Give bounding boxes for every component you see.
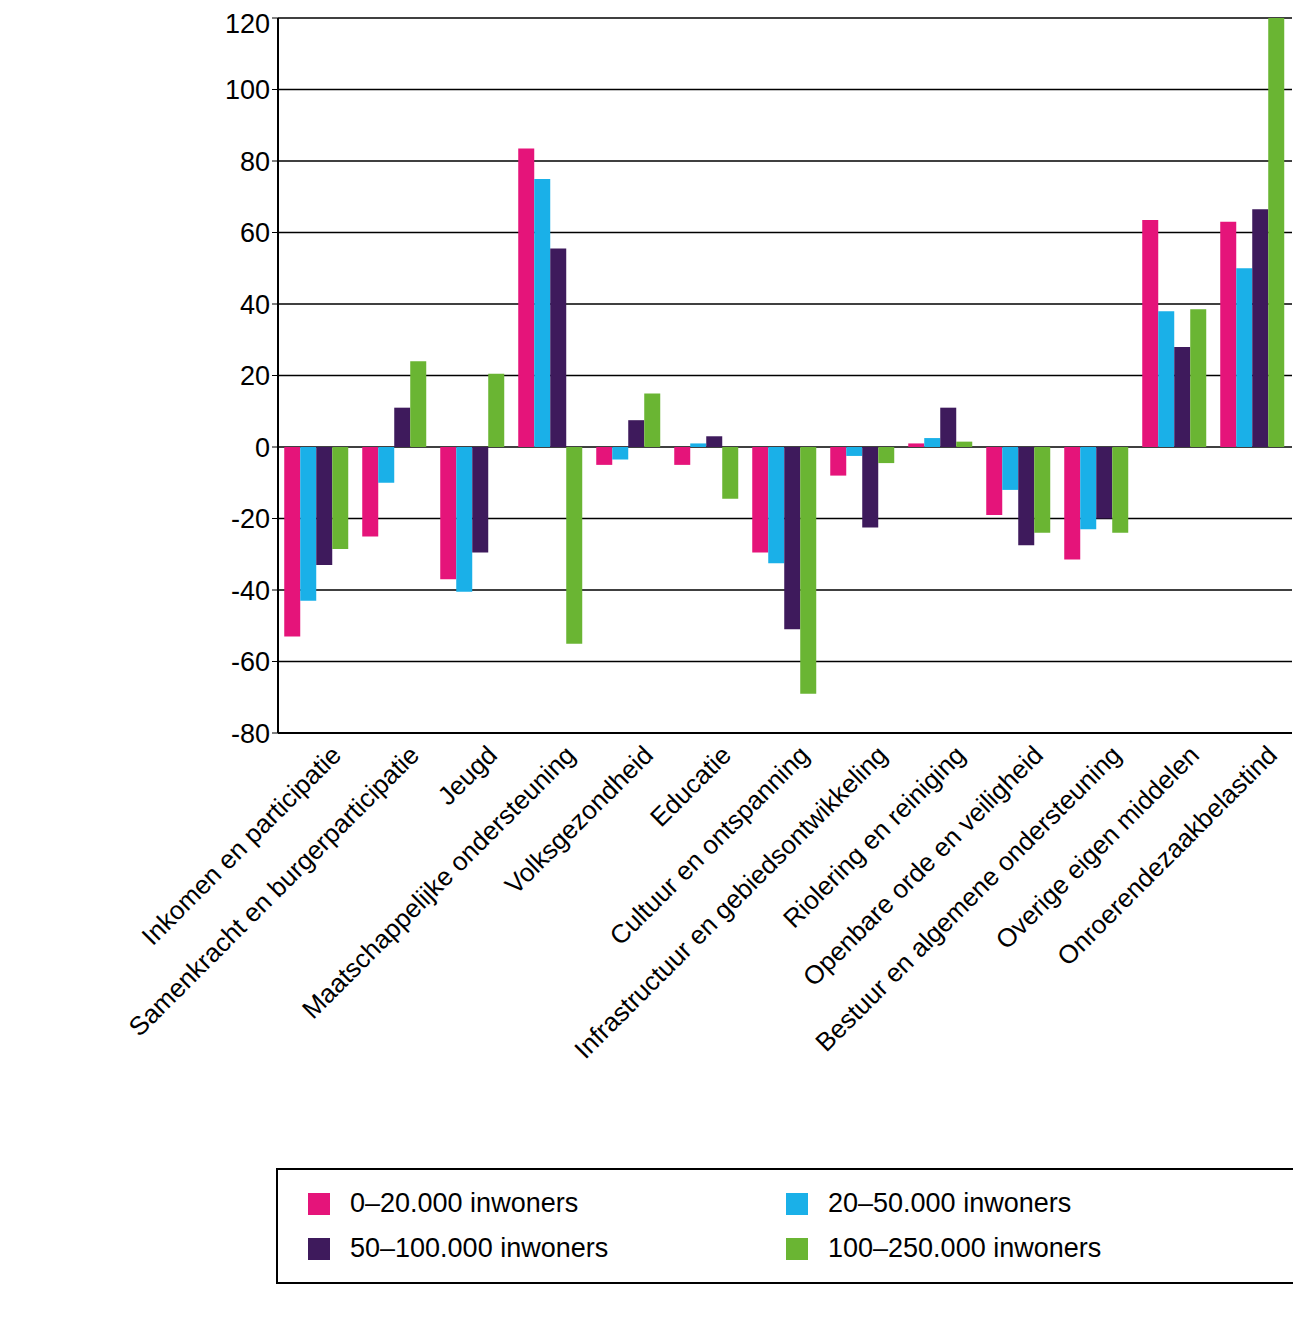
- svg-text:Openbare orde en veiligheid: Openbare orde en veiligheid: [796, 739, 1049, 992]
- svg-text:Volksgezondheid: Volksgezondheid: [499, 740, 659, 900]
- html-text:50–100.000 inwoners: 50–100.000 inwoners: [350, 1233, 609, 1263]
- svg-text:Cultuur en ontspanning: Cultuur en ontspanning: [603, 739, 815, 951]
- svg-text:Maatschappelijke ondersteuning: Maatschappelijke ondersteuning: [296, 740, 581, 1025]
- svg-text:Inkomen en participatie: Inkomen en participatie: [135, 739, 347, 951]
- svg-text:100: 100: [225, 75, 270, 105]
- svg-text:60: 60: [240, 218, 270, 248]
- svg-text:Overige eigen middelen: Overige eigen middelen: [989, 739, 1205, 956]
- svg-text:-20: -20: [231, 504, 270, 534]
- svg-text:Jeugd: Jeugd: [432, 740, 503, 811]
- svg-text:Riolering en reiniging: Riolering en reiniging: [777, 739, 971, 934]
- svg-text:Samenkracht en burgerparticipa: Samenkracht en burgerparticipatie: [123, 740, 425, 1042]
- svg-text:120: 120: [225, 9, 270, 39]
- html-text:0–20.000 inwoners: 0–20.000 inwoners: [350, 1188, 579, 1218]
- svg-text:-40: -40: [231, 576, 270, 606]
- svg-text:Infrastructuur en gebiedsontwi: Infrastructuur en gebiedsontwikkeling: [568, 739, 893, 1065]
- svg-text:0: 0: [255, 433, 270, 463]
- svg-text:Onroerendezaakbelastind: Onroerendezaakbelastind: [1051, 740, 1283, 972]
- svg-text:Bestuur en algemene ondersteun: Bestuur en algemene ondersteuning: [809, 740, 1127, 1058]
- svg-text:80: 80: [240, 147, 270, 177]
- svg-text:20: 20: [240, 361, 270, 391]
- html-text:20–50.000 inwoners: 20–50.000 inwoners: [828, 1188, 1072, 1218]
- svg-text:40: 40: [240, 290, 270, 320]
- svg-text:Educatie: Educatie: [644, 739, 737, 833]
- svg-text:-60: -60: [231, 647, 270, 677]
- html-text:100–250.000 inwoners: 100–250.000 inwoners: [828, 1233, 1102, 1263]
- svg-text:-80: -80: [231, 719, 270, 749]
